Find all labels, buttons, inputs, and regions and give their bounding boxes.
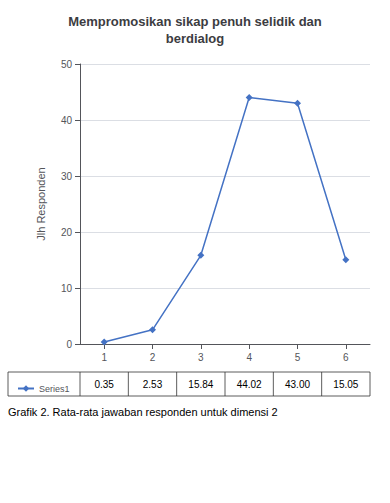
svg-text:44.02: 44.02 bbox=[237, 379, 262, 390]
svg-text:0: 0 bbox=[66, 339, 72, 350]
svg-text:1: 1 bbox=[101, 352, 107, 363]
svg-text:2.53: 2.53 bbox=[143, 379, 163, 390]
svg-text:0.35: 0.35 bbox=[94, 379, 114, 390]
svg-text:2: 2 bbox=[150, 352, 156, 363]
svg-text:6: 6 bbox=[343, 352, 349, 363]
svg-text:15.84: 15.84 bbox=[188, 379, 213, 390]
svg-text:berdialog: berdialog bbox=[166, 31, 225, 46]
svg-text:4: 4 bbox=[246, 352, 252, 363]
svg-text:43.00: 43.00 bbox=[285, 379, 310, 390]
svg-text:Series1: Series1 bbox=[39, 384, 70, 394]
svg-text:Jlh Responden: Jlh Responden bbox=[35, 167, 47, 240]
svg-text:50: 50 bbox=[61, 59, 73, 70]
svg-text:10: 10 bbox=[61, 283, 73, 294]
svg-text:15.05: 15.05 bbox=[333, 379, 358, 390]
svg-text:3: 3 bbox=[198, 352, 204, 363]
svg-text:20: 20 bbox=[61, 227, 73, 238]
svg-text:5: 5 bbox=[295, 352, 301, 363]
svg-text:Mempromosikan sikap penuh seli: Mempromosikan sikap penuh selidik dan bbox=[68, 14, 322, 29]
svg-text:Grafik 2. Rata-rata jawaban re: Grafik 2. Rata-rata jawaban responden un… bbox=[8, 406, 278, 418]
svg-text:40: 40 bbox=[61, 115, 73, 126]
svg-text:30: 30 bbox=[61, 171, 73, 182]
